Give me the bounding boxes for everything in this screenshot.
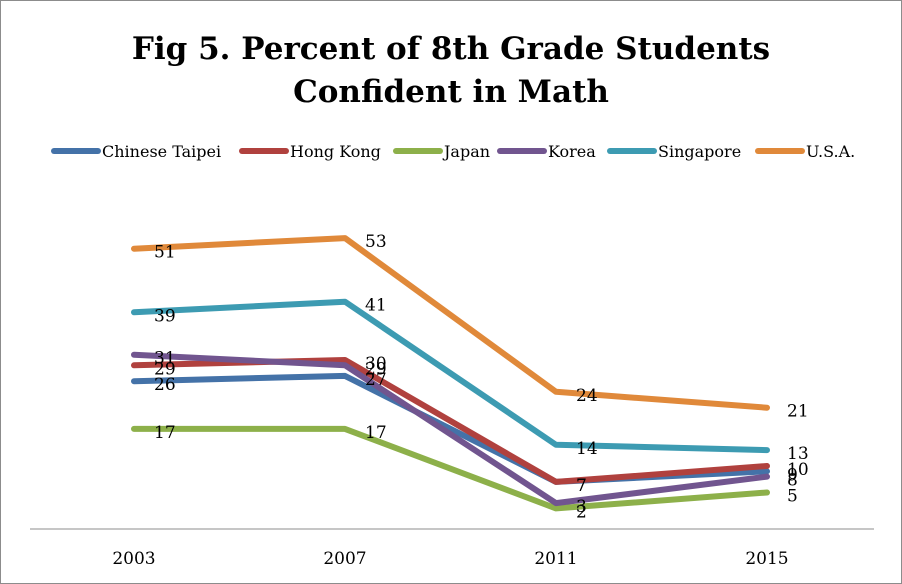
data-label-u-s-a-2015: 21 — [787, 402, 809, 422]
legend-label-hong-kong: Hong Kong — [290, 142, 381, 161]
data-label-u-s-a-2003: 51 — [154, 243, 176, 263]
x-tick-label-2015: 2015 — [745, 549, 788, 569]
series-line-singapore — [131, 298, 770, 454]
data-label-chinese-taipei-2011: 7 — [576, 476, 587, 496]
legend-label-korea: Korea — [548, 142, 596, 161]
legend-label-chinese-taipei: Chinese Taipei — [102, 142, 221, 161]
data-label-japan-2011: 2 — [576, 502, 587, 522]
data-label-japan-2007: 17 — [365, 423, 387, 443]
data-label-singapore-2007: 41 — [365, 296, 387, 316]
data-label-singapore-2011: 14 — [576, 439, 598, 459]
series-line-korea — [131, 351, 770, 507]
x-tick-label-2011: 2011 — [534, 549, 577, 569]
data-label-hong-kong-2015: 10 — [787, 460, 809, 480]
data-label-u-s-a-2007: 53 — [365, 232, 387, 252]
x-axis-ticks: 2003 2007 2011 2015 — [112, 549, 788, 569]
data-label-hong-kong-2007: 30 — [365, 354, 387, 374]
data-label-korea-2007: 29 — [365, 359, 387, 379]
data-label-singapore-2003: 39 — [154, 306, 176, 326]
chart-title-line-1: Fig 5. Percent of 8th Grade Students — [131, 31, 771, 67]
data-label-korea-2015: 8 — [787, 471, 798, 491]
legend-label-singapore: Singapore — [658, 142, 741, 161]
legend: Chinese Taipei Hong Kong Japan Korea Singapo… — [51, 142, 855, 161]
data-label-singapore-2015: 13 — [787, 444, 809, 464]
data-label-korea-2011: 3 — [576, 497, 587, 517]
data-label-japan-2003: 17 — [154, 423, 176, 443]
data-label-hong-kong-2003: 29 — [154, 359, 176, 379]
x-tick-label-2007: 2007 — [323, 549, 366, 569]
chart-title-line-2: Confident in Math — [293, 74, 609, 110]
data-label-chinese-taipei-2007: 27 — [365, 370, 387, 390]
legend-label-japan: Japan — [442, 142, 490, 161]
data-label-u-s-a-2011: 24 — [576, 386, 598, 406]
x-tick-label-2003: 2003 — [112, 549, 155, 569]
data-label-chinese-taipei-2015: 9 — [787, 465, 798, 485]
data-label-hong-kong-2011: 7 — [576, 476, 587, 496]
chart-title: Fig 5. Percent of 8th Grade Students Con… — [0, 28, 902, 114]
series-lines — [131, 235, 770, 512]
data-label-korea-2003: 31 — [154, 349, 176, 369]
data-label-chinese-taipei-2003: 26 — [154, 375, 176, 395]
series-line-u-s-a — [131, 235, 770, 411]
legend-label-u-s-a: U.S.A. — [806, 142, 855, 161]
series-line-japan — [131, 425, 770, 512]
data-label-japan-2015: 5 — [787, 487, 798, 507]
